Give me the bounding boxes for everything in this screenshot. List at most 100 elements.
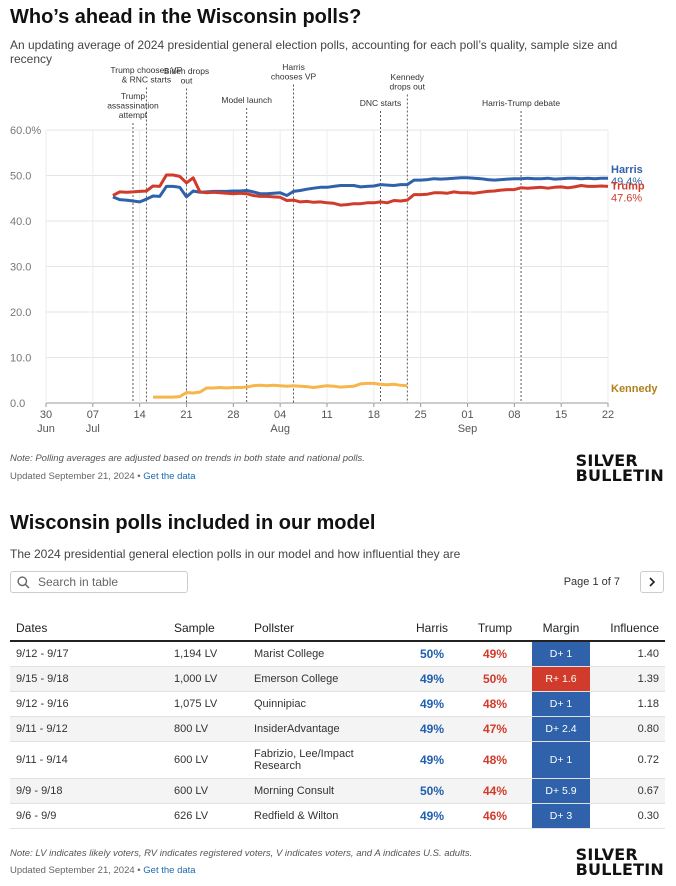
y-tick-label: 30.0 [10,262,31,274]
cell-pollster: Redfield & Wilton [248,803,400,829]
cell-trump: 44% [464,778,526,804]
x-tick-label: 25 [415,409,427,421]
page-subtitle: An updating average of 2024 presidential… [10,38,618,66]
cell-dates: 9/11 - 9/14 [10,741,168,779]
margin-badge: D+ 1 [532,692,590,716]
cell-harris: 50% [400,641,464,667]
cell-pollster: Morning Consult [248,778,400,804]
cell-trump: 49% [464,641,526,667]
event-label: Biden drops [164,66,209,76]
x-tick-label: 21 [180,409,192,421]
cell-margin: D+ 5.9 [526,778,596,804]
chart-note: Note: Polling averages are adjusted base… [10,453,365,464]
margin-badge: R+ 1.6 [532,667,590,691]
event-label: DNC starts [360,98,402,108]
col-trump[interactable]: Trump [464,616,526,642]
series-line-trump [112,173,609,207]
polling-average-chart: 0.0 10.0 20.0 30.0 40.0 50.0 60.0% 30 Jun 07 Jul 14… [10,62,658,435]
table-note: Note: LV indicates likely voters, RV ind… [10,848,473,859]
cell-influence: 1.18 [596,691,665,717]
x-tick-month: Aug [270,423,290,435]
cell-influence: 0.72 [596,741,665,779]
cell-trump: 48% [464,691,526,717]
table-section-title: Wisconsin polls included in our model [10,512,376,534]
col-influence[interactable]: Influence [596,616,665,642]
cell-sample: 600 LV [168,741,248,779]
event-label: Harris [282,62,305,72]
cell-harris: 49% [400,691,464,717]
chart-get-data-link[interactable]: Get the data [143,471,196,482]
x-tick-label: 14 [134,409,146,421]
search-input[interactable] [36,574,180,590]
event-label: Trump [121,91,146,101]
series-line-kennedy [153,381,408,399]
cell-dates: 9/12 - 9/17 [10,641,168,667]
cell-margin: D+ 1 [526,741,596,779]
cell-influence: 0.30 [596,803,665,829]
event-label: Kennedy [391,72,425,82]
table-search-box[interactable] [10,571,188,593]
cell-sample: 800 LV [168,716,248,742]
chevron-right-icon [649,577,656,587]
col-pollster[interactable]: Pollster [248,616,400,642]
cell-harris: 49% [400,716,464,742]
next-page-button[interactable] [640,571,664,593]
y-tick-label: 40.0 [10,216,31,228]
series-label-harris: Harris [611,164,643,176]
cell-pollster: Emerson College [248,666,400,692]
event-label: drops out [390,82,426,92]
table-row: 9/12 - 9/17 1,194 LV Marist College 50% 49% D… [10,641,665,667]
cell-dates: 9/12 - 9/16 [10,691,168,717]
pagination-label: Page 1 of 7 [563,576,620,588]
chart-updated-line: Updated September 21, 2024 • Get the dat… [10,471,196,482]
cell-harris: 49% [400,666,464,692]
cell-sample: 626 LV [168,803,248,829]
x-tick-label: 08 [508,409,520,421]
table-updated-date: Updated September 21, 2024 [10,865,135,876]
event-label: Model launch [221,95,272,105]
y-tick-label: 60.0% [10,125,41,137]
y-tick-label: 10.0 [10,353,31,365]
y-tick-label: 50.0 [10,171,31,183]
cell-margin: D+ 1 [526,641,596,667]
x-tick-label: 28 [227,409,239,421]
col-margin[interactable]: Margin [526,616,596,642]
table-row: 9/11 - 9/14 600 LV Fabrizio, Lee/Impact Re… [10,741,665,779]
cell-pollster: Marist College [248,641,400,667]
event-label: attempt [119,110,148,120]
margin-badge: D+ 5.9 [532,779,590,803]
table-header-row: Dates Sample Pollster Harris Trump Margi… [10,616,665,642]
logo-line1: SILVER [575,845,638,864]
event-label: chooses VP [271,72,317,82]
event-label: Harris-Trump debate [482,98,560,108]
series-value-trump: 47.6% [611,192,642,204]
series-value-harris: 49.4% [611,176,642,188]
logo-line2: BULLETIN [575,860,664,879]
y-tick-label: 20.0 [10,307,31,319]
x-tick-label: 15 [555,409,567,421]
col-dates[interactable]: Dates [10,616,168,642]
cell-margin: D+ 2.4 [526,716,596,742]
cell-influence: 1.39 [596,666,665,692]
event-label: out [181,76,193,86]
table-get-data-link[interactable]: Get the data [143,865,196,876]
table-updated-line: Updated September 21, 2024 • Get the dat… [10,865,196,876]
polls-table: Dates Sample Pollster Harris Trump Margi… [10,616,665,829]
x-tick-label: 30 [40,409,52,421]
cell-influence: 0.80 [596,716,665,742]
series-line-harris [112,176,608,204]
cell-dates: 9/6 - 9/9 [10,803,168,829]
margin-badge: D+ 1 [532,742,590,778]
col-harris[interactable]: Harris [400,616,464,642]
cell-trump: 46% [464,803,526,829]
table-section-subtitle: The 2024 presidential general election p… [10,547,461,561]
x-tick-label: 01 [461,409,473,421]
table-row: 9/6 - 9/9 626 LV Redfield & Wilton 49% 46% D+… [10,803,665,829]
cell-sample: 600 LV [168,778,248,804]
margin-badge: D+ 1 [532,642,590,666]
series-label-trump: Trump [611,180,645,192]
cell-harris: 49% [400,741,464,779]
table-row: 9/11 - 9/12 800 LV InsiderAdvantage 49% 47% D… [10,716,665,742]
cell-dates: 9/15 - 9/18 [10,666,168,692]
col-sample[interactable]: Sample [168,616,248,642]
